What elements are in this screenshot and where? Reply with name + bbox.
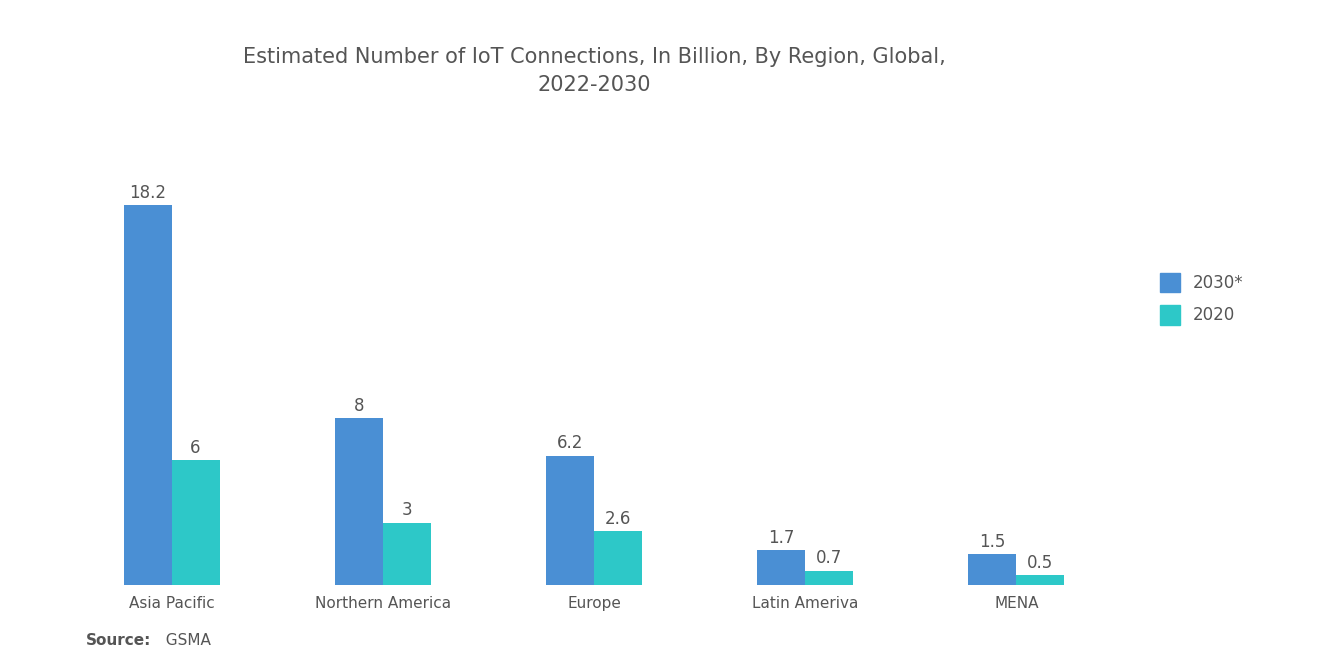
Bar <box>758 550 805 585</box>
Bar <box>383 523 430 585</box>
Bar <box>172 460 219 585</box>
Text: 3: 3 <box>401 501 412 519</box>
Text: GSMA: GSMA <box>156 633 211 648</box>
Text: 8: 8 <box>354 397 364 415</box>
Bar <box>969 554 1016 585</box>
Text: 6: 6 <box>190 439 201 457</box>
Bar <box>335 418 383 585</box>
Text: 0.5: 0.5 <box>1027 554 1053 572</box>
Legend: 2030*, 2020: 2030*, 2020 <box>1151 265 1253 333</box>
Bar <box>546 456 594 585</box>
Title: Estimated Number of IoT Connections, In Billion, By Region, Global,
2022-2030: Estimated Number of IoT Connections, In … <box>243 47 945 94</box>
Bar <box>805 571 853 585</box>
Text: Source:: Source: <box>86 633 152 648</box>
Text: 0.7: 0.7 <box>816 549 842 567</box>
Bar <box>594 531 642 585</box>
Bar <box>1016 575 1064 585</box>
Text: 6.2: 6.2 <box>557 434 583 452</box>
Text: 2.6: 2.6 <box>605 510 631 528</box>
Text: 1.5: 1.5 <box>979 533 1006 551</box>
Text: 1.7: 1.7 <box>768 529 795 547</box>
Bar <box>124 205 172 585</box>
Text: 18.2: 18.2 <box>129 184 166 201</box>
